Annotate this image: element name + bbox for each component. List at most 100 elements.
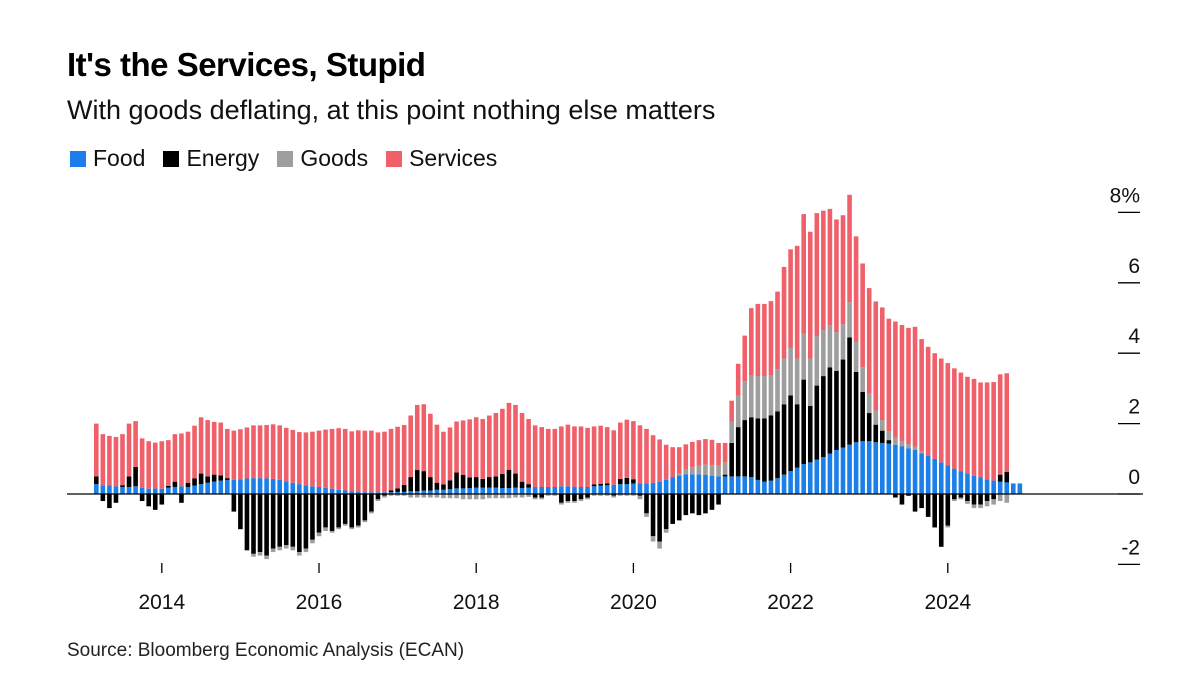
bar-goods-105 (781, 358, 787, 405)
bar-food-40 (356, 491, 361, 494)
bar-food-57 (467, 488, 472, 494)
bar-energy-11 (166, 485, 171, 488)
bar-services-81 (624, 419, 630, 478)
bar-goods-24 (251, 553, 256, 557)
x-tick-label-2: 2018 (453, 591, 500, 614)
bar-services-15 (192, 425, 197, 479)
bar-goods-139 (1004, 494, 1010, 503)
bar-services-118 (866, 288, 872, 394)
bar-goods-50 (421, 494, 427, 498)
bar-services-131 (952, 368, 957, 469)
bar-goods-135 (978, 504, 983, 509)
bar-goods-89 (676, 473, 682, 476)
bar-energy-51 (428, 477, 433, 491)
bar-energy-13 (179, 494, 184, 503)
bar-services-87 (663, 444, 669, 480)
bar-services-9 (152, 442, 158, 489)
bar-food-105 (781, 474, 787, 494)
bar-energy-24 (251, 494, 256, 554)
bar-food-68 (539, 486, 544, 494)
bar-services-24 (251, 425, 256, 479)
legend-label-services: Services (409, 145, 498, 171)
bar-services-111 (821, 210, 826, 331)
bar-energy-97 (729, 442, 734, 477)
bar-services-75 (585, 427, 590, 487)
bar-food-15 (192, 485, 197, 494)
bar-services-69 (545, 428, 551, 487)
bar-services-23 (244, 427, 250, 479)
x-tick-label-5: 2024 (924, 591, 971, 614)
bar-energy-82 (631, 479, 636, 484)
bar-food-140 (1011, 483, 1016, 494)
bars-layer (94, 194, 1023, 560)
bar-food-126 (919, 453, 924, 494)
bar-food-134 (971, 475, 977, 494)
bar-goods-56 (460, 494, 466, 500)
bar-food-20 (225, 479, 230, 494)
bar-goods-116 (853, 341, 859, 372)
bar-services-85 (650, 435, 656, 483)
bar-food-23 (244, 478, 250, 494)
bar-energy-68 (539, 494, 544, 498)
bar-goods-34 (316, 532, 322, 537)
bar-energy-15 (192, 478, 197, 486)
bar-food-63 (506, 488, 512, 494)
bar-services-30 (290, 429, 296, 483)
bar-food-45 (388, 492, 394, 494)
bar-energy-104 (775, 411, 780, 479)
bar-services-106 (788, 249, 793, 348)
bar-services-130 (945, 363, 951, 466)
bar-services-78 (604, 427, 610, 484)
bar-food-33 (310, 486, 315, 494)
bar-goods-61 (493, 494, 499, 499)
bar-energy-62 (500, 473, 505, 489)
bar-energy-1 (100, 494, 106, 502)
bar-energy-18 (211, 474, 217, 482)
bar-goods-115 (847, 302, 852, 338)
bar-food-59 (480, 487, 486, 494)
bar-food-121 (886, 443, 892, 494)
bar-food-90 (683, 474, 689, 494)
bar-goods-136 (984, 501, 990, 507)
bar-goods-39 (349, 527, 355, 530)
bar-energy-110 (814, 385, 820, 460)
bar-energy-89 (676, 494, 682, 521)
bar-food-120 (880, 442, 885, 494)
bar-goods-132 (958, 497, 964, 500)
bar-services-34 (316, 430, 322, 487)
bar-goods-107 (794, 358, 800, 405)
bar-services-121 (886, 318, 892, 432)
bar-services-13 (179, 433, 184, 487)
bar-services-125 (912, 326, 918, 447)
bar-energy-132 (958, 494, 964, 498)
bar-services-1 (100, 434, 106, 486)
bar-energy-113 (834, 370, 839, 450)
bar-energy-16 (198, 473, 204, 485)
bar-goods-72 (565, 501, 571, 503)
bar-food-81 (624, 484, 630, 494)
bar-goods-30 (290, 546, 296, 551)
bar-energy-32 (303, 494, 309, 549)
bar-food-135 (978, 477, 983, 494)
bar-services-86 (657, 439, 662, 482)
y-tick-label-2: 4 (1128, 325, 1140, 348)
bar-food-107 (794, 467, 800, 494)
bar-services-128 (932, 353, 937, 459)
bar-services-62 (500, 408, 505, 474)
bar-food-82 (631, 483, 636, 494)
bar-energy-108 (801, 379, 806, 465)
bar-services-66 (526, 419, 531, 485)
bar-services-3 (113, 436, 119, 487)
bar-services-138 (997, 374, 1003, 475)
bar-services-114 (840, 215, 846, 325)
bar-energy-45 (388, 490, 394, 493)
bar-goods-59 (480, 494, 486, 500)
bar-services-93 (703, 439, 708, 465)
bar-goods-93 (703, 464, 708, 475)
bar-services-92 (696, 440, 702, 466)
bar-services-99 (742, 335, 748, 382)
bar-goods-60 (487, 494, 492, 499)
bar-food-108 (801, 464, 806, 494)
bar-services-115 (847, 194, 852, 303)
bar-services-60 (487, 415, 492, 478)
